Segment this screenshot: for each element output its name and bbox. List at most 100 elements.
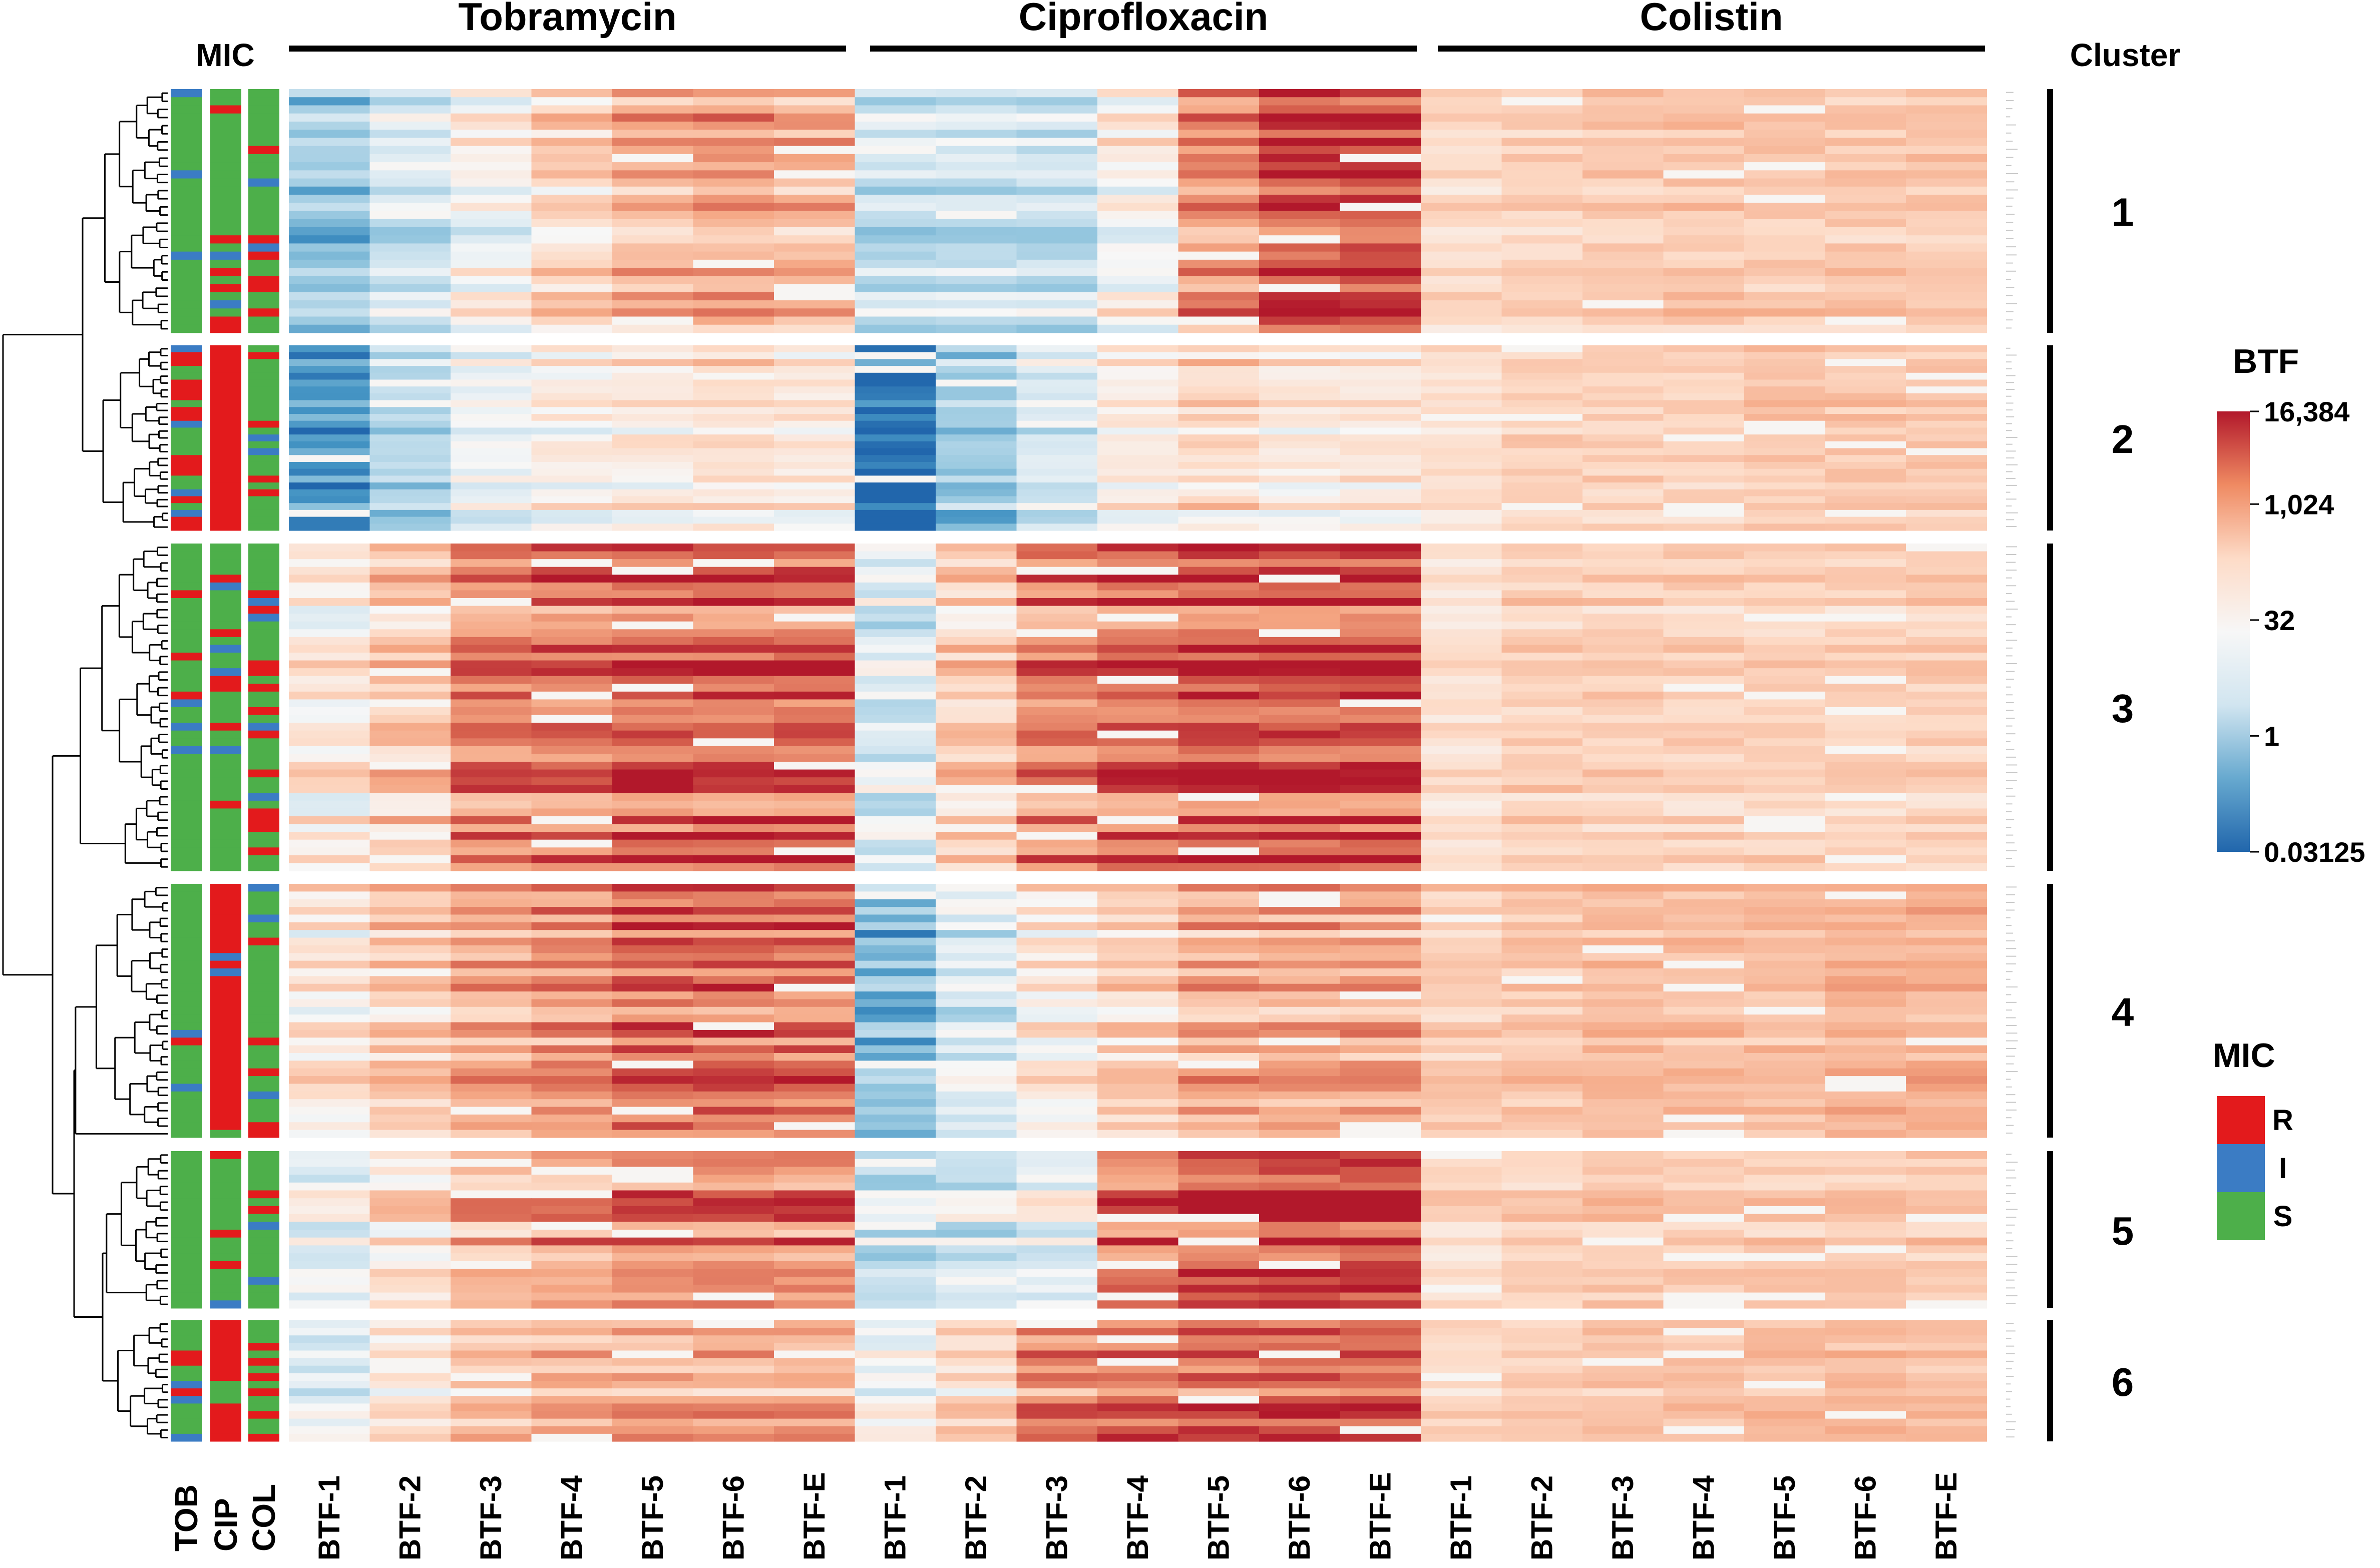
heatmap-cell xyxy=(1501,653,1583,661)
heatmap-cell xyxy=(1501,251,1583,260)
heatmap-cell xyxy=(936,832,1017,840)
heatmap-cell xyxy=(369,738,451,747)
heatmap-cell xyxy=(1340,1190,1421,1199)
heatmap-cell xyxy=(451,121,532,130)
heatmap-cell xyxy=(774,482,856,490)
heatmap-cell xyxy=(1825,1214,1906,1222)
heatmap-cell xyxy=(1744,468,1826,476)
heatmap-cell xyxy=(855,1284,936,1293)
heatmap-cell xyxy=(369,509,451,517)
heatmap-cell xyxy=(1097,1300,1179,1309)
heatmap-cell xyxy=(1097,393,1179,401)
heatmap-cell xyxy=(1825,1006,1906,1015)
heatmap-cell xyxy=(1501,544,1583,552)
heatmap-cell xyxy=(693,863,774,871)
heatmap-cell xyxy=(451,89,532,98)
heatmap-cell xyxy=(612,105,694,114)
heatmap-cell xyxy=(531,660,613,669)
heatmap-cell xyxy=(936,1151,1017,1160)
heatmap-cell xyxy=(855,606,936,614)
heatmap-cell xyxy=(612,524,694,531)
mic-cell xyxy=(210,899,241,907)
row-label xyxy=(2006,1264,2018,1265)
heatmap-cell xyxy=(1259,146,1341,155)
heatmap-cell xyxy=(693,113,774,122)
heatmap-cell xyxy=(1744,769,1826,778)
mic-cell xyxy=(171,489,202,496)
heatmap-cell xyxy=(612,434,694,442)
heatmap-cell xyxy=(1582,496,1664,503)
heatmap-cell xyxy=(531,544,613,552)
heatmap-cell xyxy=(1582,420,1664,428)
heatmap-cell xyxy=(1825,420,1906,428)
heatmap-cell xyxy=(1097,598,1179,607)
heatmap-cell xyxy=(693,1006,774,1015)
heatmap-cell xyxy=(1259,468,1341,476)
heatmap-cell xyxy=(693,316,774,325)
heatmap-cell xyxy=(1259,1230,1341,1238)
heatmap-cell xyxy=(1663,1284,1745,1293)
heatmap-cell xyxy=(1178,551,1260,560)
heatmap-cell xyxy=(531,1261,613,1270)
heatmap-cell xyxy=(1501,178,1583,187)
heatmap-cell xyxy=(1744,991,1826,1000)
heatmap-cell xyxy=(369,268,451,276)
heatmap-cell xyxy=(369,808,451,817)
mic-cell xyxy=(210,509,241,517)
heatmap-cell xyxy=(1582,754,1664,762)
heatmap-cell xyxy=(1340,1245,1421,1254)
heatmap-cell xyxy=(1016,1365,1098,1374)
mic-cell xyxy=(210,496,241,503)
heatmap-cell xyxy=(451,366,532,373)
heatmap-cell xyxy=(936,414,1017,421)
heatmap-cell xyxy=(1906,968,1988,976)
row-label xyxy=(2006,189,2018,191)
mic-cell xyxy=(210,1091,241,1100)
heatmap-cell xyxy=(1421,769,1502,778)
heatmap-cell xyxy=(1906,575,1988,583)
mic-cell xyxy=(210,621,241,630)
heatmap-cell xyxy=(1016,723,1098,731)
heatmap-cell xyxy=(1097,637,1179,646)
heatmap-cell xyxy=(693,203,774,212)
heatmap-cell xyxy=(693,276,774,285)
heatmap-cell xyxy=(1825,468,1906,476)
mic-cell xyxy=(210,1388,241,1396)
mic-cell xyxy=(248,1292,279,1301)
heatmap-cell xyxy=(693,386,774,394)
heatmap-cell xyxy=(855,1190,936,1199)
heatmap-cell xyxy=(369,884,451,892)
heatmap-cell xyxy=(1097,863,1179,871)
heatmap-cell xyxy=(936,1320,1017,1328)
heatmap-cell xyxy=(1825,754,1906,762)
heatmap-cell xyxy=(1501,793,1583,801)
heatmap-cell xyxy=(855,441,936,449)
heatmap-cell xyxy=(531,824,613,832)
heatmap-cell xyxy=(1582,448,1664,455)
heatmap-cell xyxy=(1744,1151,1826,1160)
heatmap-cell xyxy=(1340,1151,1421,1160)
heatmap-cell xyxy=(936,1358,1017,1366)
heatmap-cell xyxy=(1178,259,1260,268)
heatmap-cell xyxy=(774,1418,856,1427)
heatmap-cell xyxy=(1259,968,1341,976)
heatmap-cell xyxy=(1259,1061,1341,1069)
heatmap-cell xyxy=(369,97,451,106)
heatmap-cell xyxy=(1340,1037,1421,1046)
heatmap-cell xyxy=(693,816,774,825)
heatmap-cell xyxy=(1421,707,1502,716)
heatmap-cell xyxy=(1582,863,1664,871)
heatmap-cell xyxy=(612,178,694,187)
heatmap-cell xyxy=(1825,1122,1906,1131)
heatmap-cell xyxy=(1421,914,1502,923)
heatmap-cell xyxy=(369,1206,451,1215)
heatmap-cell xyxy=(1016,1350,1098,1359)
heatmap-cell xyxy=(936,699,1017,708)
heatmap-cell xyxy=(1744,907,1826,915)
heatmap-cell xyxy=(1744,366,1826,373)
heatmap-cell xyxy=(1744,582,1826,591)
heatmap-cell xyxy=(451,884,532,892)
heatmap-cell xyxy=(1744,427,1826,435)
heatmap-cell xyxy=(1744,715,1826,723)
mic-cell xyxy=(248,567,279,575)
